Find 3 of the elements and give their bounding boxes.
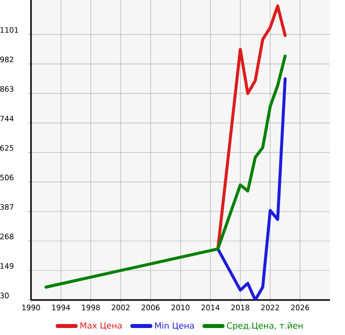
legend-label: Min Цена bbox=[155, 322, 194, 330]
legend-label: Max Цена bbox=[80, 322, 122, 330]
legend-label: Сред.Цена, т.йен bbox=[226, 322, 303, 330]
